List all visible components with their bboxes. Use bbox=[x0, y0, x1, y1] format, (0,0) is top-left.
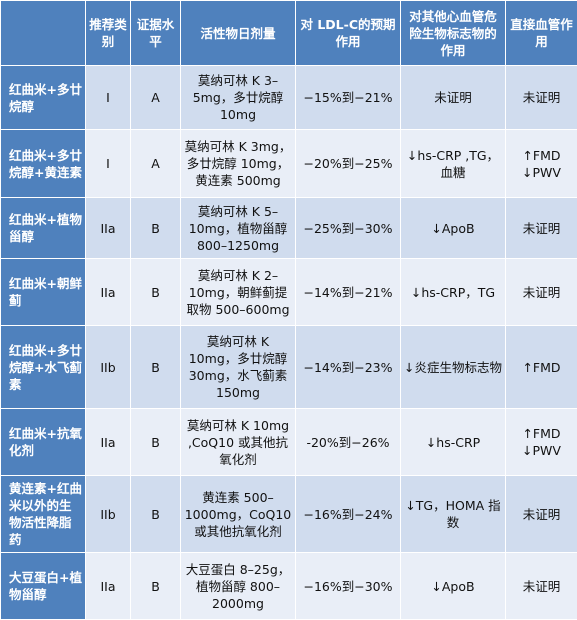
row-markers: ↓hs-CRP ,TG，血糖 bbox=[401, 130, 506, 198]
row-ldl-effect: -20%到−26% bbox=[296, 409, 401, 476]
row-ldl-effect: −14%到−21% bbox=[296, 259, 401, 326]
table-row: 红曲米+朝鲜蓟 IIa B 莫纳可林 K 2–10mg，朝鲜蓟提取物 500–6… bbox=[1, 259, 577, 326]
row-dose: 莫纳可林 K 5–10mg，植物甾醇 800–1250mg bbox=[181, 198, 296, 259]
row-dose: 大豆蛋白 8–25g，植物甾醇 800–2000mg bbox=[181, 553, 296, 620]
row-vascular: 未证明 bbox=[506, 553, 577, 620]
header-other-markers: 对其他心血管危险生物标志物的作用 bbox=[401, 1, 506, 66]
row-evidence-level: B bbox=[131, 326, 181, 409]
row-ldl-effect: −14%到−23% bbox=[296, 326, 401, 409]
row-ldl-effect: −16%到−30% bbox=[296, 553, 401, 620]
header-row: 推荐类别 证据水平 活性物日剂量 对 LDL-C的预期作用 对其他心血管危险生物… bbox=[1, 1, 577, 66]
header-ldl-effect: 对 LDL-C的预期作用 bbox=[296, 1, 401, 66]
row-markers: ↓hs-CRP bbox=[401, 409, 506, 476]
row-vascular: ↑FMD bbox=[506, 326, 577, 409]
row-evidence-level: B bbox=[131, 198, 181, 259]
table-row: 红曲米+多廿烷醇+黄连素 I A 莫纳可林 K 3mg，多廿烷醇 10mg，黄连… bbox=[1, 130, 577, 198]
table-row: 红曲米+多廿烷醇 I A 莫纳可林 K 3–5mg，多廿烷醇 10mg −15%… bbox=[1, 66, 577, 130]
row-class: IIa bbox=[86, 553, 131, 620]
row-dose: 莫纳可林 K 10mg，多廿烷醇 30mg，水飞蓟素 150mg bbox=[181, 326, 296, 409]
row-vascular: 未证明 bbox=[506, 66, 577, 130]
row-vascular: ↑FMD ↓PWV bbox=[506, 130, 577, 198]
row-class: I bbox=[86, 66, 131, 130]
row-class: IIb bbox=[86, 476, 131, 553]
row-markers: ↓hs-CRP，TG bbox=[401, 259, 506, 326]
table-row: 大豆蛋白+植物甾醇 IIa B 大豆蛋白 8–25g，植物甾醇 800–2000… bbox=[1, 553, 577, 620]
row-vascular: 未证明 bbox=[506, 259, 577, 326]
row-markers: ↓TG，HOMA 指数 bbox=[401, 476, 506, 553]
header-evidence-level: 证据水平 bbox=[131, 1, 181, 66]
row-evidence-level: B bbox=[131, 476, 181, 553]
row-markers: ↓ApoB bbox=[401, 198, 506, 259]
row-markers: 未证明 bbox=[401, 66, 506, 130]
row-ldl-effect: −25%到−30% bbox=[296, 198, 401, 259]
table-row: 红曲米+植物甾醇 IIa B 莫纳可林 K 5–10mg，植物甾醇 800–12… bbox=[1, 198, 577, 259]
row-markers: ↓ApoB bbox=[401, 553, 506, 620]
row-name: 红曲米+抗氧化剂 bbox=[1, 409, 86, 476]
row-ldl-effect: −15%到−21% bbox=[296, 66, 401, 130]
row-dose: 莫纳可林 K 3–5mg，多廿烷醇 10mg bbox=[181, 66, 296, 130]
row-class: IIb bbox=[86, 326, 131, 409]
row-ldl-effect: −16%到−24% bbox=[296, 476, 401, 553]
row-dose: 莫纳可林 K 10mg ,CoQ10 或其他抗氧化剂 bbox=[181, 409, 296, 476]
table-row: 红曲米+抗氧化剂 IIa B 莫纳可林 K 10mg ,CoQ10 或其他抗氧化… bbox=[1, 409, 577, 476]
header-corner bbox=[1, 1, 86, 66]
row-dose: 莫纳可林 K 3mg，多廿烷醇 10mg，黄连素 500mg bbox=[181, 130, 296, 198]
row-dose: 黄连素 500–1000mg，CoQ10 或其他抗氧化剂 bbox=[181, 476, 296, 553]
row-evidence-level: B bbox=[131, 553, 181, 620]
row-class: IIa bbox=[86, 198, 131, 259]
header-vascular-effect: 直接血管作用 bbox=[506, 1, 577, 66]
row-class: IIa bbox=[86, 409, 131, 476]
row-vascular: 未证明 bbox=[506, 476, 577, 553]
header-daily-dose: 活性物日剂量 bbox=[181, 1, 296, 66]
row-name: 红曲米+多廿烷醇+水飞蓟素 bbox=[1, 326, 86, 409]
row-markers: ↓炎症生物标志物 bbox=[401, 326, 506, 409]
row-evidence-level: A bbox=[131, 130, 181, 198]
row-class: IIa bbox=[86, 259, 131, 326]
row-vascular: ↑FMD ↓PWV bbox=[506, 409, 577, 476]
row-name: 红曲米+多廿烷醇+黄连素 bbox=[1, 130, 86, 198]
row-ldl-effect: −20%到−25% bbox=[296, 130, 401, 198]
row-dose: 莫纳可林 K 2–10mg，朝鲜蓟提取物 500–600mg bbox=[181, 259, 296, 326]
table-row: 红曲米+多廿烷醇+水飞蓟素 IIb B 莫纳可林 K 10mg，多廿烷醇 30m… bbox=[1, 326, 577, 409]
row-name: 大豆蛋白+植物甾醇 bbox=[1, 553, 86, 620]
row-evidence-level: B bbox=[131, 409, 181, 476]
row-name: 红曲米+植物甾醇 bbox=[1, 198, 86, 259]
row-vascular: 未证明 bbox=[506, 198, 577, 259]
row-evidence-level: B bbox=[131, 259, 181, 326]
header-class: 推荐类别 bbox=[86, 1, 131, 66]
row-name: 红曲米+多廿烷醇 bbox=[1, 66, 86, 130]
row-name: 黄连素+红曲米以外的生物活性降脂药 bbox=[1, 476, 86, 553]
row-evidence-level: A bbox=[131, 66, 181, 130]
table-row: 黄连素+红曲米以外的生物活性降脂药 IIb B 黄连素 500–1000mg，C… bbox=[1, 476, 577, 553]
row-name: 红曲米+朝鲜蓟 bbox=[1, 259, 86, 326]
row-class: I bbox=[86, 130, 131, 198]
